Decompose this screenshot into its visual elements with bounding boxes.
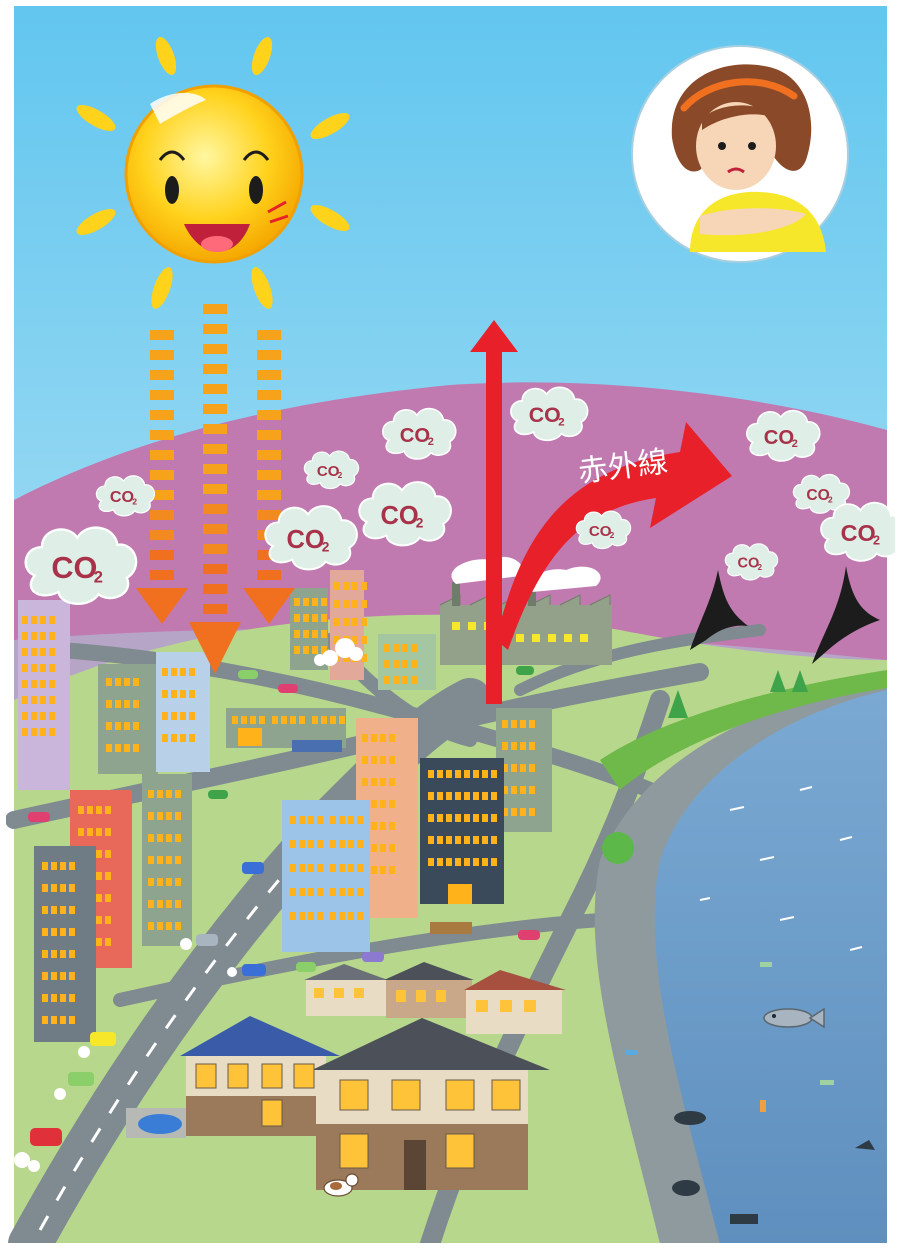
dog-icon — [323, 1173, 359, 1197]
svg-text:CO: CO — [764, 427, 794, 449]
svg-text:2: 2 — [416, 516, 424, 531]
co2-cloud: CO2 — [264, 505, 358, 571]
svg-text:CO: CO — [589, 523, 612, 540]
coast-greenery — [600, 670, 887, 790]
svg-text:CO: CO — [529, 403, 561, 427]
svg-text:2: 2 — [428, 436, 434, 448]
co2-cloud: CO2 — [575, 510, 632, 550]
fish-icon — [763, 1007, 825, 1029]
svg-text:CO: CO — [737, 556, 759, 572]
exhaust-puffs — [14, 638, 363, 1172]
co2-cloud: CO2 — [24, 526, 138, 606]
trees — [602, 670, 808, 864]
svg-text:2: 2 — [873, 534, 880, 548]
bird-icon — [690, 566, 880, 664]
co2-cloud: CO2 — [724, 543, 779, 581]
svg-text:2: 2 — [322, 540, 330, 555]
girl-hot-icon — [631, 45, 849, 263]
svg-text:2: 2 — [758, 563, 763, 572]
svg-text:CO: CO — [381, 502, 419, 530]
house-icon — [126, 962, 566, 1190]
sea-litter — [626, 962, 875, 1224]
svg-text:CO: CO — [841, 520, 876, 546]
svg-text:2: 2 — [610, 531, 615, 540]
svg-text:CO: CO — [110, 488, 134, 506]
svg-text:2: 2 — [338, 471, 343, 480]
city-buildings — [18, 570, 552, 1042]
co2-cloud: CO2 — [746, 409, 821, 462]
sun-icon — [76, 37, 350, 309]
infrared-arrow-up — [470, 320, 518, 704]
svg-text:2: 2 — [94, 568, 103, 587]
co2-cloud: CO2 — [820, 501, 901, 562]
co2-cloud: CO2 — [303, 450, 360, 490]
svg-text:2: 2 — [792, 438, 798, 450]
co2-cloud: CO2 — [792, 473, 851, 514]
co2-cloud: CO2 — [358, 481, 452, 547]
svg-text:2: 2 — [828, 494, 833, 504]
svg-text:CO: CO — [806, 487, 829, 504]
svg-text:2: 2 — [558, 416, 564, 428]
svg-text:CO: CO — [287, 526, 325, 554]
svg-text:2: 2 — [132, 497, 137, 507]
co2-cloud: CO2 — [95, 475, 156, 517]
co2-cloud: CO2 — [510, 386, 589, 442]
waves — [699, 786, 863, 951]
svg-text:CO: CO — [317, 463, 340, 480]
svg-text:CO: CO — [400, 425, 430, 447]
co2-cloud: CO2 — [382, 407, 457, 460]
svg-text:CO: CO — [51, 550, 97, 585]
car-icon — [28, 666, 540, 1146]
factory-icon — [439, 556, 612, 665]
